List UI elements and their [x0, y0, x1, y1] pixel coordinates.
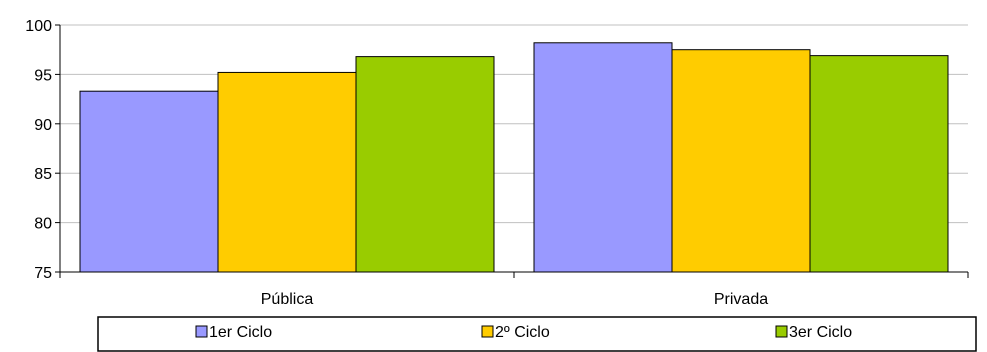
y-tick-label: 100 [25, 18, 52, 35]
y-tick-label: 75 [34, 265, 52, 282]
y-tick-labels: 75 80 85 90 95 100 [25, 18, 52, 282]
legend-label: 2º Ciclo [495, 324, 550, 341]
bars [79, 42, 949, 273]
category-label: Privada [714, 291, 768, 308]
bar-2º-ciclo-privada [671, 49, 811, 273]
legend-label: 3er Ciclo [789, 324, 852, 341]
y-tick-label: 95 [34, 67, 52, 84]
y-tick-label: 90 [34, 117, 52, 134]
category-labels: Pública Privada [261, 291, 768, 308]
bar-3er-ciclo-pública [355, 56, 495, 273]
bar-3er-ciclo-privada [809, 55, 949, 273]
legend: 1er Ciclo 2º Ciclo 3er Ciclo [97, 316, 977, 352]
axes [55, 24, 969, 278]
legend-swatch [775, 325, 788, 338]
legend-swatch [481, 325, 494, 338]
bar-1er-ciclo-pública [79, 90, 219, 273]
legend-box [97, 316, 977, 352]
y-tick-label: 80 [34, 216, 52, 233]
bar-2º-ciclo-pública [217, 71, 357, 273]
y-tick-label: 85 [34, 166, 52, 183]
legend-swatch [195, 325, 208, 338]
bar-1er-ciclo-privada [533, 42, 673, 273]
legend-label: 1er Ciclo [209, 324, 272, 341]
category-label: Pública [261, 291, 314, 308]
